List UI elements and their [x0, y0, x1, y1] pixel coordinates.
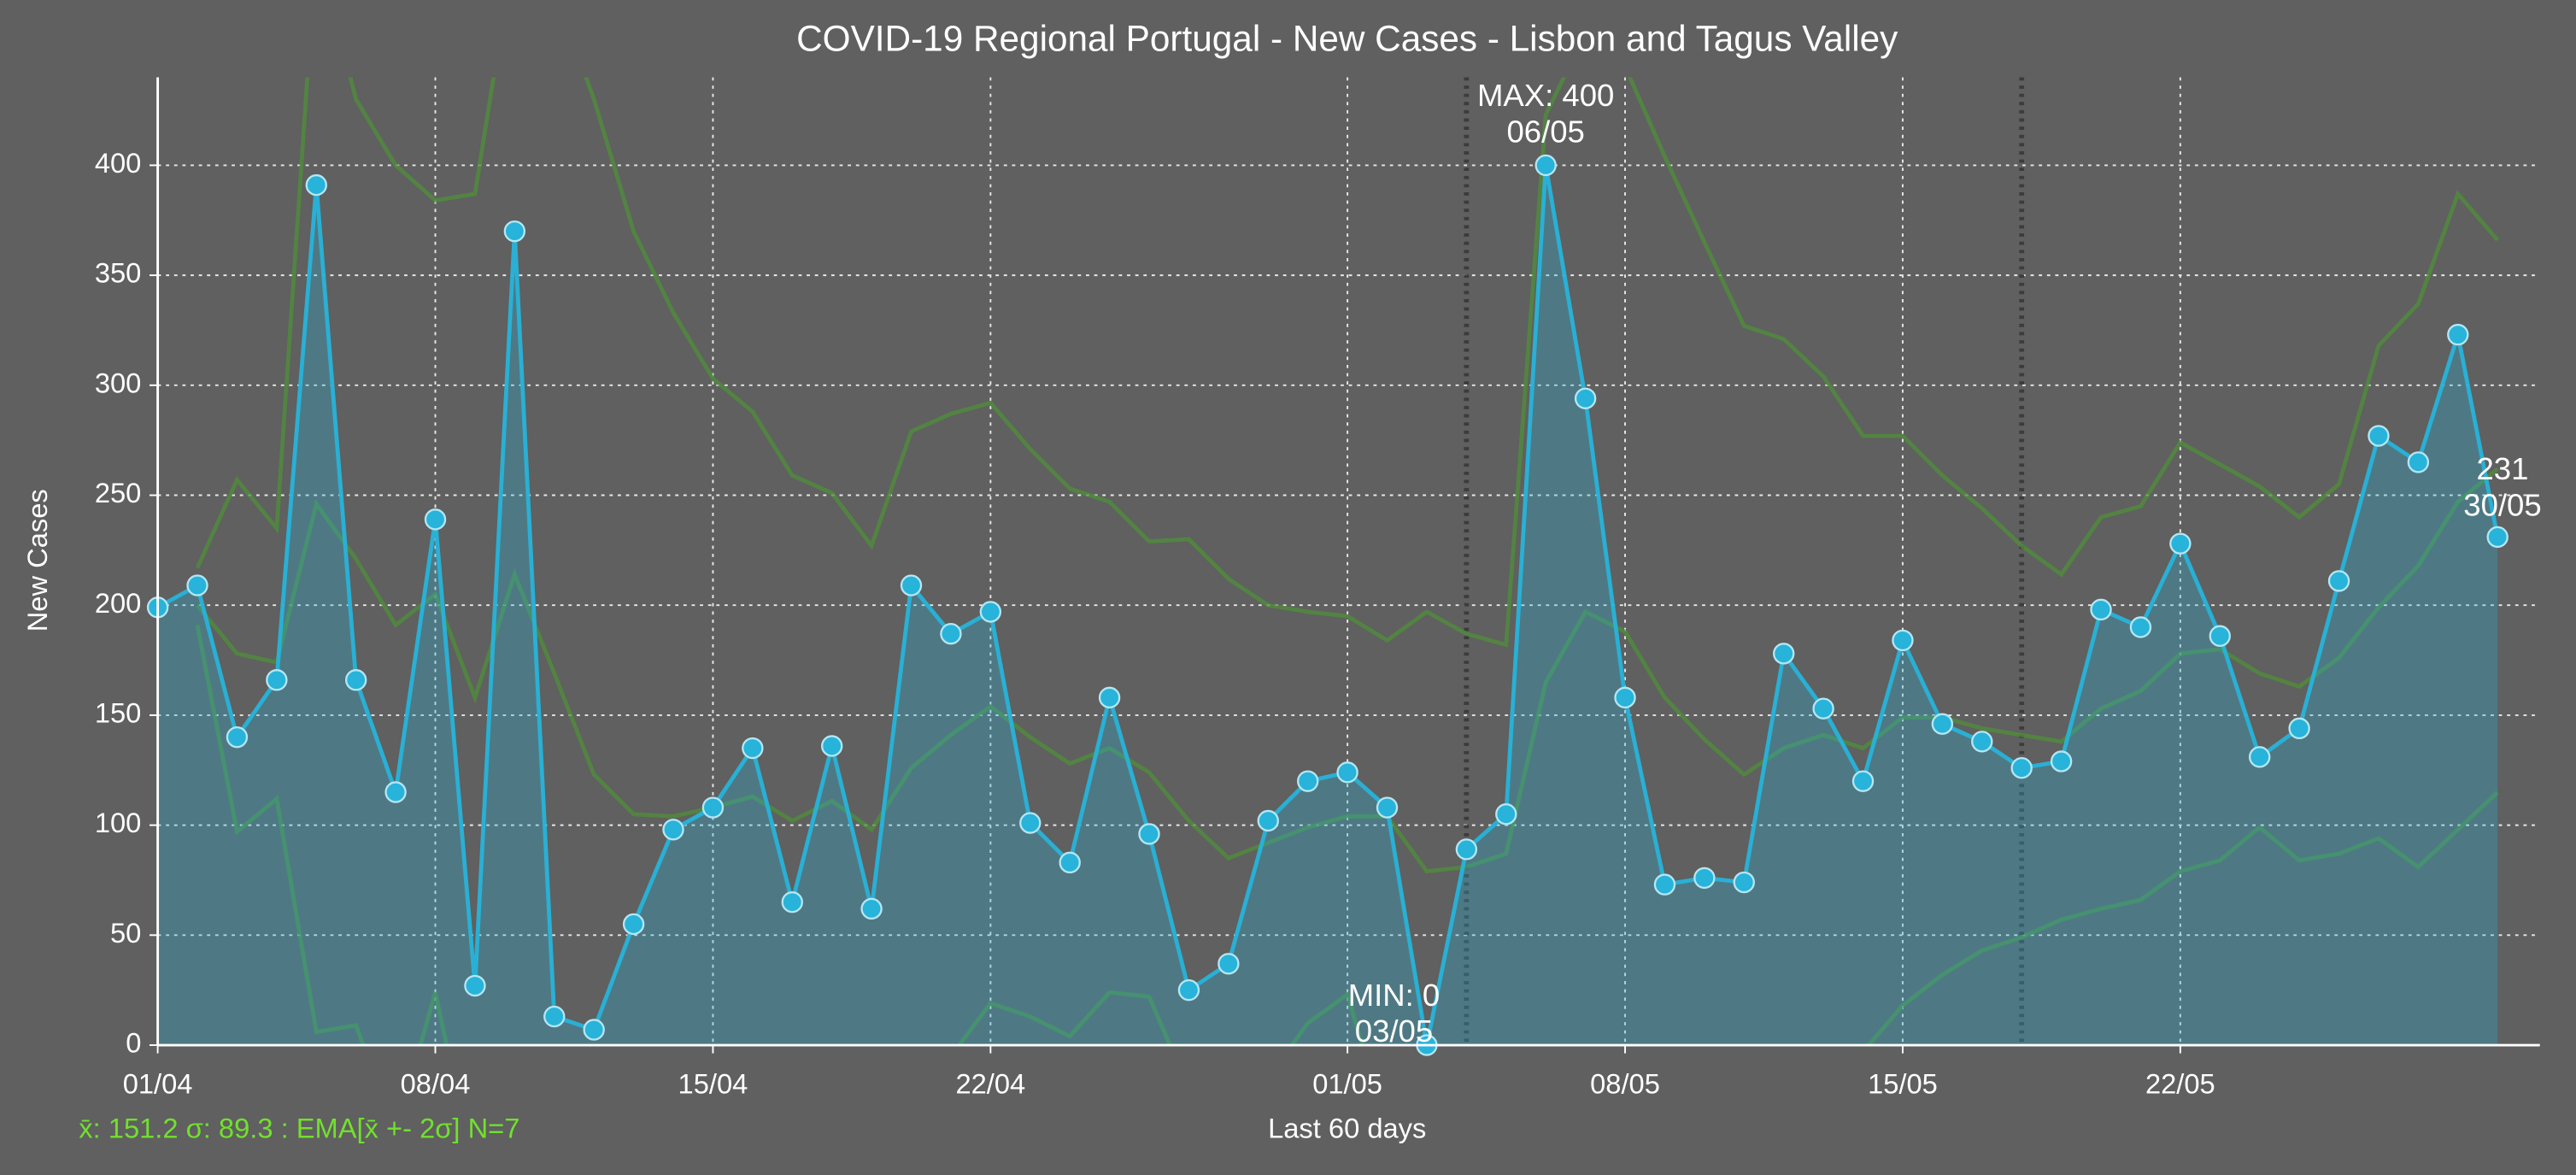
- data-point: [1733, 871, 1755, 894]
- data-point: [742, 737, 764, 760]
- y-tick-label: 150: [95, 697, 142, 729]
- data-point: [940, 622, 962, 645]
- data-point: [464, 974, 486, 997]
- band-line: [196, 467, 2499, 874]
- grid: 0 50 100 150 200 250 300 350 400 01/04 08/04 15/04 2…: [95, 77, 2540, 1100]
- data-point: [1296, 770, 1319, 792]
- data-point: [503, 220, 526, 243]
- data-point: [1098, 686, 1121, 709]
- band-line: [195, 624, 2499, 1046]
- data-point: [662, 819, 684, 841]
- data-point: [1455, 838, 1478, 861]
- x-tick-label: 15/05: [1868, 1068, 1938, 1100]
- y-tick-label: 300: [95, 367, 142, 398]
- data-point: [1495, 803, 1517, 825]
- annotation: 06/05: [1506, 115, 1584, 150]
- x-tick-label: 08/04: [401, 1068, 471, 1100]
- data-point: [1851, 770, 1875, 792]
- data-point: [1376, 796, 1399, 819]
- x-tick-label: 08/05: [1590, 1068, 1660, 1100]
- data-point: [1138, 823, 1160, 845]
- data-point: [226, 726, 249, 749]
- data-point: [1336, 761, 1358, 784]
- annotation: MIN: 0: [1348, 978, 1441, 1013]
- data-point: [2368, 425, 2390, 447]
- y-tick-label: 50: [110, 917, 141, 949]
- x-tick-label: 01/05: [1312, 1068, 1382, 1100]
- y-tick-label: 250: [95, 477, 142, 508]
- y-tick-label: 100: [95, 807, 142, 838]
- x-tick-label: 15/04: [678, 1068, 748, 1100]
- data-point: [1693, 867, 1716, 890]
- annotation: 231: [2477, 451, 2529, 486]
- data-point: [344, 669, 367, 691]
- data-point: [2209, 625, 2231, 647]
- stats-note: x̄: 151.2 σ: 89.3 : EMA[x̄ +- 2σ] N=7: [79, 1113, 519, 1144]
- data-point: [1218, 953, 1240, 975]
- data-point: [1931, 713, 1954, 735]
- annotation: MAX: 400: [1477, 78, 1614, 113]
- data-point: [2050, 750, 2073, 773]
- y-tick-label: 400: [95, 147, 142, 179]
- data-point: [1574, 387, 1597, 409]
- data-point: [2288, 717, 2310, 740]
- data-point: [2407, 451, 2430, 473]
- y-tick-label: 350: [95, 257, 142, 289]
- data-point: [1892, 629, 1914, 652]
- data-point: [2169, 532, 2192, 555]
- annotation: 30/05: [2463, 487, 2541, 522]
- data-point: [2129, 616, 2152, 638]
- data-point: [543, 1005, 566, 1028]
- data-point: [2249, 746, 2271, 768]
- data-point: [2010, 756, 2033, 779]
- data-point: [781, 891, 803, 914]
- data-point: [186, 574, 208, 596]
- data-point: [2486, 526, 2509, 549]
- y-tick-label: 200: [95, 587, 142, 619]
- x-axis-label: Last 60 days: [1268, 1113, 1426, 1144]
- data-point: [701, 796, 725, 819]
- data-point: [1177, 978, 1200, 1002]
- data-point: [1019, 812, 1042, 834]
- data-point: [900, 574, 923, 596]
- data-point: [266, 669, 288, 691]
- data-point: [979, 601, 1002, 623]
- data-point: [1773, 643, 1795, 665]
- band-line: [195, 77, 2500, 648]
- data-point: [1257, 809, 1279, 832]
- data-point: [1614, 686, 1636, 709]
- data-point: [622, 913, 645, 936]
- chart-title: COVID-19 Regional Portugal - New Cases -…: [796, 18, 1898, 58]
- data-point: [1812, 697, 1834, 720]
- data-point: [305, 173, 327, 197]
- data-point: [1534, 154, 1557, 177]
- data-point: [1971, 731, 1993, 753]
- annotation: 03/05: [1355, 1013, 1433, 1049]
- data-point: [583, 1019, 605, 1041]
- data-point: [384, 781, 407, 803]
- x-tick-label: 01/04: [123, 1068, 193, 1100]
- data-point: [2090, 598, 2112, 621]
- y-axis-label: New Cases: [21, 489, 53, 632]
- data-point: [2447, 323, 2469, 346]
- data-point: [820, 735, 843, 757]
- data-point: [860, 897, 883, 920]
- data-point: [1653, 873, 1676, 896]
- x-tick-label: 22/05: [2145, 1068, 2215, 1100]
- data-point: [1059, 851, 1081, 874]
- area: [157, 165, 2498, 1046]
- data-point: [2327, 570, 2350, 592]
- y-tick-label: 0: [126, 1027, 141, 1059]
- data-point: [424, 508, 447, 531]
- x-tick-label: 22/04: [955, 1068, 1025, 1100]
